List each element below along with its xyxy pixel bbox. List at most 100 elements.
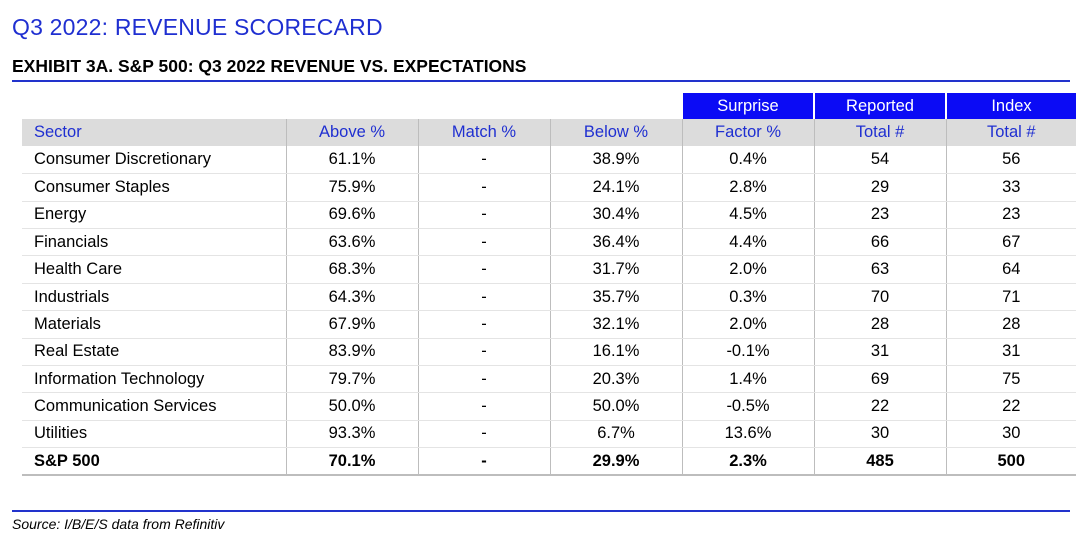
below-cell: 32.1%	[550, 310, 683, 339]
below-cell: 38.9%	[550, 146, 683, 175]
group-header-row: Surprise Reported Index	[22, 93, 1076, 119]
table-row: Health Care 68.3% -31.7% 2.0% 63 64	[22, 255, 1076, 284]
reported-total-cell: 485	[814, 447, 947, 477]
index-total-cell: 56	[946, 146, 1076, 175]
column-header-sector: Sector	[22, 119, 287, 147]
above-cell: 68.3%	[286, 255, 419, 284]
sector-cell: Information Technology	[22, 365, 287, 394]
column-header-reported-total: Total #	[814, 119, 947, 147]
top-divider	[12, 80, 1070, 82]
below-cell: 24.1%	[550, 173, 683, 202]
column-header-row: Sector Above % Match % Below % Factor % …	[22, 119, 1076, 147]
source-note: Source: I/B/E/S data from Refinitiv	[12, 516, 225, 532]
match-cell: -	[418, 392, 551, 421]
surprise-factor-cell: 0.3%	[682, 283, 815, 312]
surprise-factor-cell: 13.6%	[682, 420, 815, 449]
surprise-factor-cell: -0.1%	[682, 338, 815, 367]
empty-group-cell	[418, 93, 550, 119]
index-total-cell: 75	[946, 365, 1076, 394]
exhibit-title: EXHIBIT 3A. S&P 500: Q3 2022 REVENUE VS.…	[12, 56, 527, 76]
sector-cell: Materials	[22, 310, 287, 339]
above-cell: 50.0%	[286, 392, 419, 421]
match-cell: -	[418, 310, 551, 339]
below-cell: 31.7%	[550, 255, 683, 284]
surprise-factor-cell: 2.8%	[682, 173, 815, 202]
sector-cell: Financials	[22, 228, 287, 257]
below-cell: 20.3%	[550, 365, 683, 394]
above-cell: 79.7%	[286, 365, 419, 394]
surprise-factor-cell: 2.0%	[682, 255, 815, 284]
table-row: Information Technology 79.7% -20.3% 1.4% 69 7…	[22, 365, 1076, 394]
table-row: Energy 69.6% -30.4% 4.5% 23 23	[22, 201, 1076, 230]
reported-total-cell: 23	[814, 201, 947, 230]
sector-cell: Communication Services	[22, 392, 287, 421]
below-cell: 29.9%	[550, 447, 683, 477]
sector-cell: Consumer Discretionary	[22, 146, 287, 175]
sector-cell: Industrials	[22, 283, 287, 312]
match-cell: -	[418, 338, 551, 367]
surprise-factor-cell: 2.3%	[682, 447, 815, 477]
reported-total-cell: 29	[814, 173, 947, 202]
below-cell: 16.1%	[550, 338, 683, 367]
empty-group-cell	[22, 93, 286, 119]
below-cell: 35.7%	[550, 283, 683, 312]
column-header-match: Match %	[418, 119, 551, 147]
page-title: Q3 2022: REVENUE SCORECARD	[12, 14, 383, 40]
match-cell: -	[418, 283, 551, 312]
surprise-factor-cell: -0.5%	[682, 392, 815, 421]
column-header-above: Above %	[286, 119, 419, 147]
above-cell: 67.9%	[286, 310, 419, 339]
column-header-surprise-factor: Factor %	[682, 119, 815, 147]
match-cell: -	[418, 173, 551, 202]
table-row: Industrials 64.3% -35.7% 0.3% 70 71	[22, 283, 1076, 312]
index-total-cell: 71	[946, 283, 1076, 312]
surprise-factor-cell: 2.0%	[682, 310, 815, 339]
sector-cell: S&P 500	[22, 447, 287, 477]
reported-total-cell: 54	[814, 146, 947, 175]
reported-total-cell: 31	[814, 338, 947, 367]
above-cell: 69.6%	[286, 201, 419, 230]
above-cell: 70.1%	[286, 447, 419, 477]
index-total-cell: 31	[946, 338, 1076, 367]
index-total-cell: 28	[946, 310, 1076, 339]
index-total-cell: 500	[946, 447, 1076, 477]
group-header-reported: Reported	[813, 93, 947, 119]
group-header-index: Index	[945, 93, 1076, 119]
match-cell: -	[418, 228, 551, 257]
match-cell: -	[418, 365, 551, 394]
above-cell: 61.1%	[286, 146, 419, 175]
index-total-cell: 23	[946, 201, 1076, 230]
match-cell: -	[418, 255, 551, 284]
index-total-cell: 33	[946, 173, 1076, 202]
table-row: Communication Services 50.0% -50.0% -0.5% 22…	[22, 392, 1076, 421]
above-cell: 83.9%	[286, 338, 419, 367]
above-cell: 64.3%	[286, 283, 419, 312]
above-cell: 63.6%	[286, 228, 419, 257]
table-row: Consumer Staples 75.9% -24.1% 2.8% 29 33	[22, 173, 1076, 202]
sector-cell: Health Care	[22, 255, 287, 284]
match-cell: -	[418, 447, 551, 477]
below-cell: 36.4%	[550, 228, 683, 257]
match-cell: -	[418, 201, 551, 230]
table-row: Utilities 93.3% -6.7% 13.6% 30 30	[22, 420, 1076, 449]
surprise-factor-cell: 4.4%	[682, 228, 815, 257]
reported-total-cell: 30	[814, 420, 947, 449]
below-cell: 30.4%	[550, 201, 683, 230]
column-header-index-total: Total #	[946, 119, 1076, 147]
reported-total-cell: 69	[814, 365, 947, 394]
column-header-below: Below %	[550, 119, 683, 147]
empty-group-cell	[550, 93, 682, 119]
index-total-cell: 64	[946, 255, 1076, 284]
above-cell: 93.3%	[286, 420, 419, 449]
match-cell: -	[418, 146, 551, 175]
total-row: S&P 500 70.1% -29.9% 2.3% 485 500	[22, 447, 1076, 477]
table-row: Consumer Discretionary 61.1% -38.9% 0.4% 54 5…	[22, 146, 1076, 175]
surprise-factor-cell: 1.4%	[682, 365, 815, 394]
table-row: Materials 67.9% -32.1% 2.0% 28 28	[22, 310, 1076, 339]
above-cell: 75.9%	[286, 173, 419, 202]
below-cell: 50.0%	[550, 392, 683, 421]
match-cell: -	[418, 420, 551, 449]
sector-cell: Real Estate	[22, 338, 287, 367]
reported-total-cell: 66	[814, 228, 947, 257]
surprise-factor-cell: 0.4%	[682, 146, 815, 175]
